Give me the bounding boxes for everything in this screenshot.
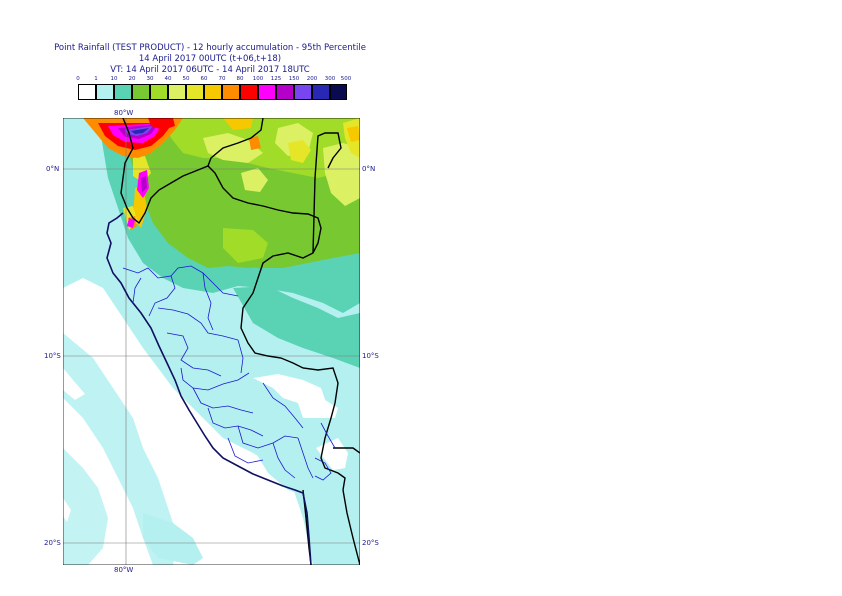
colorbar-swatch	[312, 84, 330, 100]
colorbar-swatch	[168, 84, 186, 100]
colorbar-label: 100	[252, 76, 264, 82]
colorbar-label: 70	[218, 76, 226, 82]
colorbar-swatch	[276, 84, 294, 100]
colorbar-label: 500	[340, 76, 352, 82]
regional-boundaries	[122, 265, 336, 481]
map-subtitle-validity: VT: 14 April 2017 06UTC - 14 April 2017 …	[110, 65, 310, 75]
lat-label-left: 0°N	[46, 165, 60, 173]
colorbar-swatch	[330, 84, 347, 100]
colorbar-label: 200	[306, 76, 318, 82]
colorbar-label: 40	[164, 76, 172, 82]
colorbar-swatch	[150, 84, 168, 100]
colorbar-swatch	[258, 84, 276, 100]
colorbar-swatch	[186, 84, 204, 100]
rainfall-field	[63, 118, 360, 565]
colorbar-label: 125	[270, 76, 282, 82]
colorbar-label: 1	[94, 76, 98, 82]
lat-label-left: 20°S	[44, 539, 61, 547]
colorbar-label: 150	[288, 76, 300, 82]
lat-label-right: 10°S	[362, 352, 379, 360]
colorbar-label: 10	[110, 76, 118, 82]
rainfall-map	[63, 118, 360, 565]
colorbar-label: 60	[200, 76, 208, 82]
colorbar-swatch	[222, 84, 240, 100]
colorbar-swatch	[132, 84, 150, 100]
graticule	[63, 118, 360, 565]
colorbar-swatch	[96, 84, 114, 100]
lon-label-bottom: 80°W	[114, 566, 134, 574]
map-subtitle-run: 14 April 2017 00UTC (t+06,t+18)	[138, 54, 282, 64]
lat-label-right: 0°N	[362, 165, 376, 173]
colorbar-label: 0	[76, 76, 80, 82]
colorbar-swatch	[204, 84, 222, 100]
map-title: Point Rainfall (TEST PRODUCT) - 12 hourl…	[54, 43, 366, 53]
colorbar-swatch	[114, 84, 132, 100]
lat-label-left: 10°S	[44, 352, 61, 360]
country-borders	[120, 118, 360, 565]
colorbar-label: 50	[182, 76, 190, 82]
colorbar-swatch	[78, 84, 96, 100]
lon-label-top: 80°W	[114, 109, 134, 117]
colorbar-label: 30	[146, 76, 154, 82]
lat-label-right: 20°S	[362, 539, 379, 547]
coastline	[106, 212, 312, 565]
colorbar-label: 300	[324, 76, 336, 82]
colorbar-swatch	[294, 84, 312, 100]
colorbar-label: 20	[128, 76, 136, 82]
colorbar-label: 80	[236, 76, 244, 82]
colorbar-swatch	[240, 84, 258, 100]
